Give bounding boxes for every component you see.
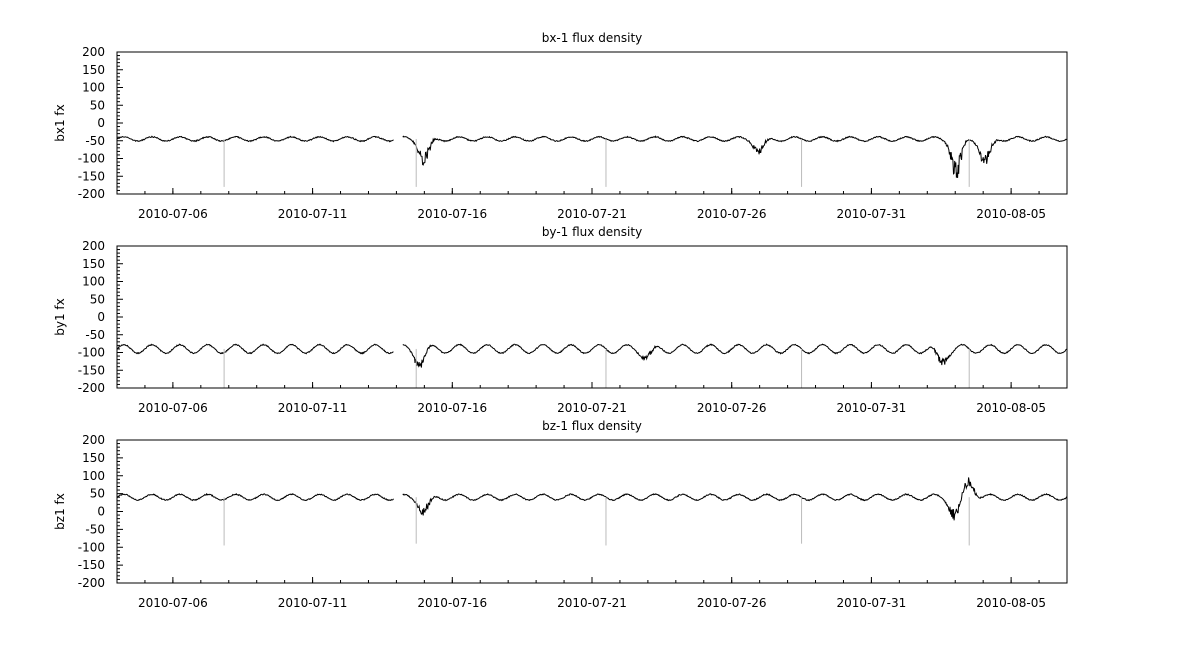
- x-tick-label: 2010-07-16: [417, 401, 487, 415]
- y-tick-label: -50: [85, 328, 105, 342]
- x-tick-label: 2010-07-26: [697, 401, 767, 415]
- y-tick-label: 200: [82, 433, 105, 447]
- series-line: [116, 477, 1068, 521]
- y-tick-label: -200: [78, 381, 105, 395]
- x-tick-label: 2010-07-06: [138, 401, 208, 415]
- y-tick-label: 50: [90, 98, 105, 112]
- x-tick-label: 2010-07-31: [837, 596, 907, 610]
- y-tick-label: 150: [82, 63, 105, 77]
- x-tick-label: 2010-07-16: [417, 207, 487, 221]
- y-tick-label: 150: [82, 257, 105, 271]
- y-tick-label: 150: [82, 451, 105, 465]
- y-tick-label: -150: [78, 169, 105, 183]
- x-tick-label: 2010-08-05: [976, 596, 1046, 610]
- x-tick-label: 2010-07-06: [138, 596, 208, 610]
- plot-frame: [116, 51, 1068, 195]
- plot-frame: [116, 245, 1068, 389]
- y-tick-label: 50: [90, 487, 105, 501]
- y-tick-label: 0: [97, 310, 105, 324]
- panel-bz: bz-1 flux density bz1 fx 200 150 100 50 0 -50 -1…: [53, 419, 1068, 610]
- series-line: [116, 135, 1068, 178]
- y-tick-label: -50: [85, 134, 105, 148]
- x-tick-label: 2010-07-16: [417, 596, 487, 610]
- x-tick-label: 2010-07-11: [278, 596, 348, 610]
- y-tick-label: 100: [82, 469, 105, 483]
- x-tick-label: 2010-07-21: [557, 596, 627, 610]
- panel-by: by-1 flux density by1 fx 200 150 100 50 0 -50 -1…: [53, 225, 1068, 415]
- y-tick-label: -200: [78, 576, 105, 590]
- y-axis-label: bz1 fx: [53, 493, 67, 530]
- chart-title: bx-1 flux density: [542, 31, 643, 45]
- x-tick-label: 2010-07-11: [278, 401, 348, 415]
- y-tick-label: 0: [97, 116, 105, 130]
- y-tick-label: -150: [78, 558, 105, 572]
- x-tick-label: 2010-07-06: [138, 207, 208, 221]
- y-tick-label: 100: [82, 81, 105, 95]
- plot-frame: [116, 439, 1068, 584]
- y-tick-label: 200: [82, 45, 105, 59]
- y-tick-label: 100: [82, 275, 105, 289]
- x-tick-label: 2010-08-05: [976, 401, 1046, 415]
- y-tick-label: 200: [82, 239, 105, 253]
- x-tick-label: 2010-07-31: [837, 207, 907, 221]
- y-tick-label: -200: [78, 187, 105, 201]
- x-tick-label: 2010-07-31: [837, 401, 907, 415]
- x-tick-label: 2010-07-26: [697, 207, 767, 221]
- y-tick-label: -150: [78, 363, 105, 377]
- chart-title: bz-1 flux density: [542, 419, 642, 433]
- chart-title: by-1 flux density: [542, 225, 642, 239]
- y-tick-label: 50: [90, 292, 105, 306]
- y-tick-label: -100: [78, 346, 105, 360]
- x-tick-label: 2010-07-11: [278, 207, 348, 221]
- x-tick-label: 2010-07-26: [697, 596, 767, 610]
- y-axis-label: by1 fx: [53, 298, 67, 336]
- y-axis-label: bx1 fx: [53, 104, 67, 142]
- x-tick-label: 2010-07-21: [557, 401, 627, 415]
- x-tick-label: 2010-07-21: [557, 207, 627, 221]
- panel-bx: bx-1 flux density bx1 fx 200 150 100 50 0 -50 -1…: [53, 31, 1068, 221]
- series-line: [116, 343, 1068, 368]
- x-tick-label: 2010-08-05: [976, 207, 1046, 221]
- y-tick-label: 0: [97, 505, 105, 519]
- y-tick-label: -100: [78, 540, 105, 554]
- y-tick-label: -50: [85, 522, 105, 536]
- y-tick-label: -100: [78, 152, 105, 166]
